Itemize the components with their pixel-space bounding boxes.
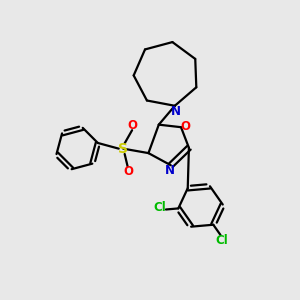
Text: O: O xyxy=(128,119,138,132)
Text: N: N xyxy=(170,105,180,118)
Text: O: O xyxy=(123,165,133,178)
Text: O: O xyxy=(181,120,191,133)
Text: S: S xyxy=(118,142,128,156)
Text: Cl: Cl xyxy=(153,201,166,214)
Text: Cl: Cl xyxy=(216,234,228,248)
Text: N: N xyxy=(165,164,175,177)
